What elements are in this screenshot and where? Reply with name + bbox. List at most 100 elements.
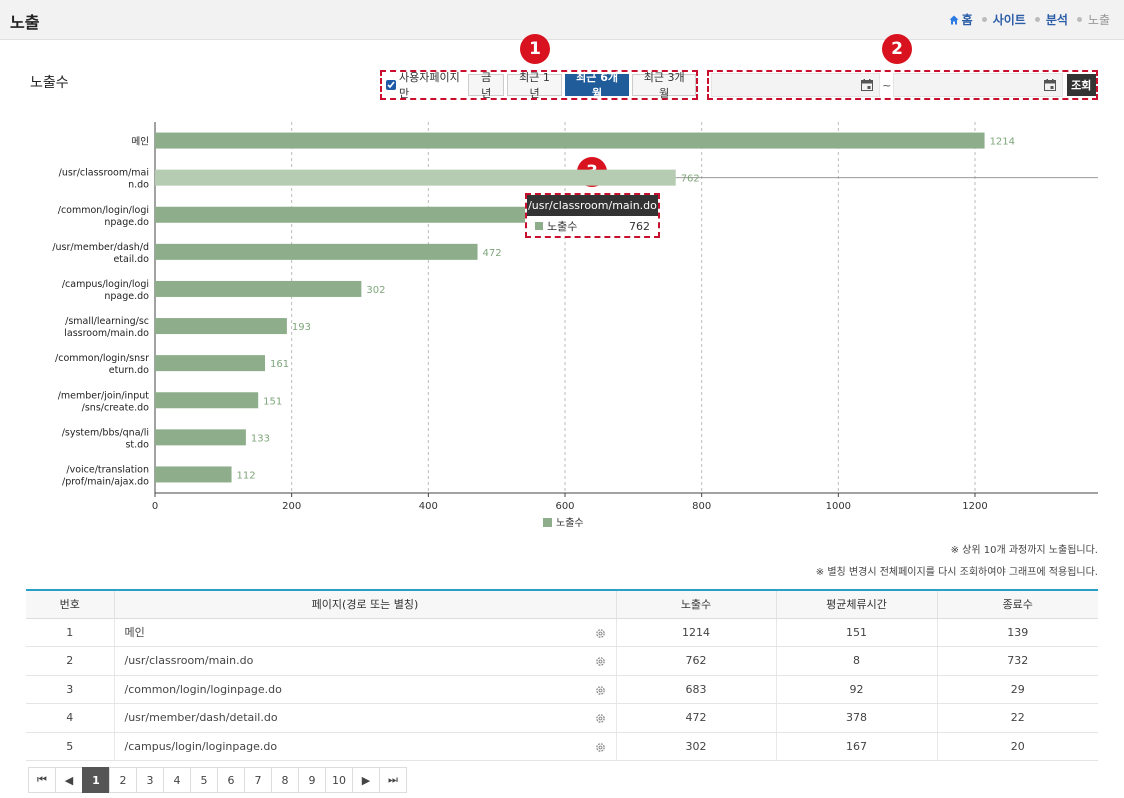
- first-page-icon[interactable]: ⏮: [28, 767, 56, 793]
- category-label: /common/login/logi: [58, 205, 149, 216]
- calendar-icon[interactable]: [1043, 79, 1056, 91]
- end-date-input[interactable]: [893, 73, 1063, 97]
- row-number: 3: [26, 675, 114, 704]
- page-2[interactable]: 2: [109, 767, 137, 793]
- row-page[interactable]: /usr/classroom/main.do: [113, 646, 616, 676]
- impressions-bar-chart: 0 200 400 600 800 1000 1200 1214 메인 762/usr/class…: [52, 122, 1098, 529]
- gear-icon[interactable]: [595, 656, 606, 667]
- row-page[interactable]: /common/login/loginpage.do: [113, 675, 616, 704]
- table-row: 1 메인 1214 151 139: [26, 618, 1098, 647]
- row-avg-duration: 167: [775, 732, 937, 761]
- user-page-only-checkbox-label[interactable]: 사용자페이지만: [386, 69, 461, 101]
- last-page-icon[interactable]: ⏭: [379, 767, 407, 793]
- row-page[interactable]: /campus/login/loginpage.do: [113, 732, 616, 761]
- annotation-badge-2: 2: [882, 34, 912, 64]
- gear-icon[interactable]: [595, 742, 606, 753]
- gear-icon[interactable]: [595, 713, 606, 724]
- x-tick-label: 200: [282, 501, 301, 512]
- bar: [155, 206, 622, 223]
- tooltip-value: 762: [629, 219, 650, 233]
- bar-value-label: 1214: [990, 137, 1015, 148]
- category-label: n.do: [128, 180, 149, 191]
- prev-page-icon[interactable]: ◀: [55, 767, 83, 793]
- page-path-text: /usr/member/dash/detail.do: [124, 711, 278, 725]
- page-9[interactable]: 9: [298, 767, 326, 793]
- note-alias: ※ 별칭 변경시 전체페이지를 다시 조회하여야 그래프에 적용됩니다.: [815, 567, 1098, 578]
- section-title: 노출수: [30, 75, 69, 91]
- col-number: 번호: [26, 589, 114, 619]
- bar: [155, 429, 246, 446]
- bar-value-label: 151: [263, 396, 282, 407]
- page-path-text: /usr/classroom/main.do: [124, 654, 254, 668]
- last-3-months-button[interactable]: 최근 3개월: [632, 71, 696, 100]
- table-row: 3/common/login/loginpage.do 683 92 29: [26, 675, 1098, 704]
- row-number: 5: [26, 732, 114, 761]
- this-year-button[interactable]: 금년: [468, 71, 505, 100]
- category-label: /campus/login/logi: [62, 279, 149, 290]
- x-tick-label: 600: [555, 501, 574, 512]
- page-4[interactable]: 4: [163, 767, 191, 793]
- row-impressions: 762: [615, 646, 776, 676]
- breadcrumb-home[interactable]: 홈: [961, 13, 973, 27]
- next-page-icon[interactable]: ▶: [352, 767, 380, 793]
- bar: [155, 355, 266, 372]
- table-row: 5/campus/login/loginpage.do 302 167 20: [26, 732, 1098, 761]
- row-avg-duration: 8: [775, 646, 937, 676]
- row-page[interactable]: /usr/member/dash/detail.do: [113, 703, 616, 733]
- row-exits: 20: [936, 732, 1098, 761]
- table-header-row: 번호 페이지(경로 또는 별칭) 노출수 평균체류시간 종료수: [26, 589, 1098, 619]
- start-date-input[interactable]: [711, 73, 881, 97]
- row-exits: 22: [936, 703, 1098, 733]
- bar: [155, 132, 985, 149]
- page-3[interactable]: 3: [136, 767, 164, 793]
- breadcrumb-current: 노출: [1087, 13, 1110, 27]
- x-tick-label: 400: [419, 501, 438, 512]
- category-label: /system/bbs/qna/li: [62, 427, 149, 438]
- breadcrumb-separator-icon: [1034, 17, 1040, 22]
- category-label: eturn.do: [109, 365, 149, 376]
- page-5[interactable]: 5: [190, 767, 218, 793]
- gear-icon[interactable]: [595, 628, 606, 639]
- col-impressions: 노출수: [615, 589, 776, 619]
- page-6[interactable]: 6: [217, 767, 245, 793]
- row-page[interactable]: 메인: [113, 618, 616, 647]
- bar-value-label: 161: [270, 359, 289, 370]
- bar-value-label: 472: [483, 248, 502, 259]
- category-label: npage.do: [104, 291, 149, 302]
- user-page-only-checkbox[interactable]: [386, 80, 396, 90]
- table-row: 2/usr/classroom/main.do 762 8 732: [26, 646, 1098, 676]
- col-avg-duration: 평균체류시간: [775, 589, 937, 619]
- category-label: /prof/main/ajax.do: [62, 476, 149, 487]
- page-7[interactable]: 7: [244, 767, 272, 793]
- page-path-text: 메인: [124, 626, 145, 640]
- notes: ※ 상위 10개 과정까지 노출됩니다. ※ 별칭 변경시 전체페이지를 다시 …: [816, 540, 1098, 584]
- tooltip-swatch: [535, 222, 543, 230]
- page-8[interactable]: 8: [271, 767, 299, 793]
- category-label: 메인: [132, 137, 149, 148]
- breadcrumb-site[interactable]: 사이트: [992, 13, 1026, 27]
- bar-value-label: 133: [251, 433, 270, 444]
- row-exits: 732: [936, 646, 1098, 676]
- legend-swatch: [543, 518, 552, 527]
- col-page: 페이지(경로 또는 별칭): [113, 589, 616, 619]
- x-tick-label: 0: [152, 501, 158, 512]
- annotation-badge-1: 1: [520, 34, 550, 64]
- page-path-text: /campus/login/loginpage.do: [124, 739, 278, 753]
- breadcrumb-analysis[interactable]: 분석: [1045, 13, 1068, 27]
- gear-icon[interactable]: [595, 685, 606, 696]
- last-6-months-button[interactable]: 최근 6개월: [564, 71, 630, 100]
- category-label: /sns/create.do: [82, 402, 150, 413]
- page-stats-table: 번호 페이지(경로 또는 별칭) 노출수 평균체류시간 종료수 1 메인 1214 1…: [26, 589, 1098, 761]
- last-1-year-button[interactable]: 최근 1년: [507, 71, 562, 100]
- calendar-icon[interactable]: [861, 79, 874, 91]
- bar: [155, 243, 478, 260]
- search-button[interactable]: 조회: [1066, 74, 1096, 96]
- bar: [155, 318, 287, 335]
- page-1[interactable]: 1: [82, 767, 110, 793]
- category-label: /usr/classroom/mai: [59, 168, 149, 179]
- top-bar: 노출 홈 사이트 분석 노출: [0, 0, 1124, 40]
- row-exits: 29: [936, 675, 1098, 704]
- bar-value-label: 302: [366, 285, 385, 296]
- bar-value-label: 112: [237, 470, 256, 481]
- page-10[interactable]: 10: [325, 767, 353, 793]
